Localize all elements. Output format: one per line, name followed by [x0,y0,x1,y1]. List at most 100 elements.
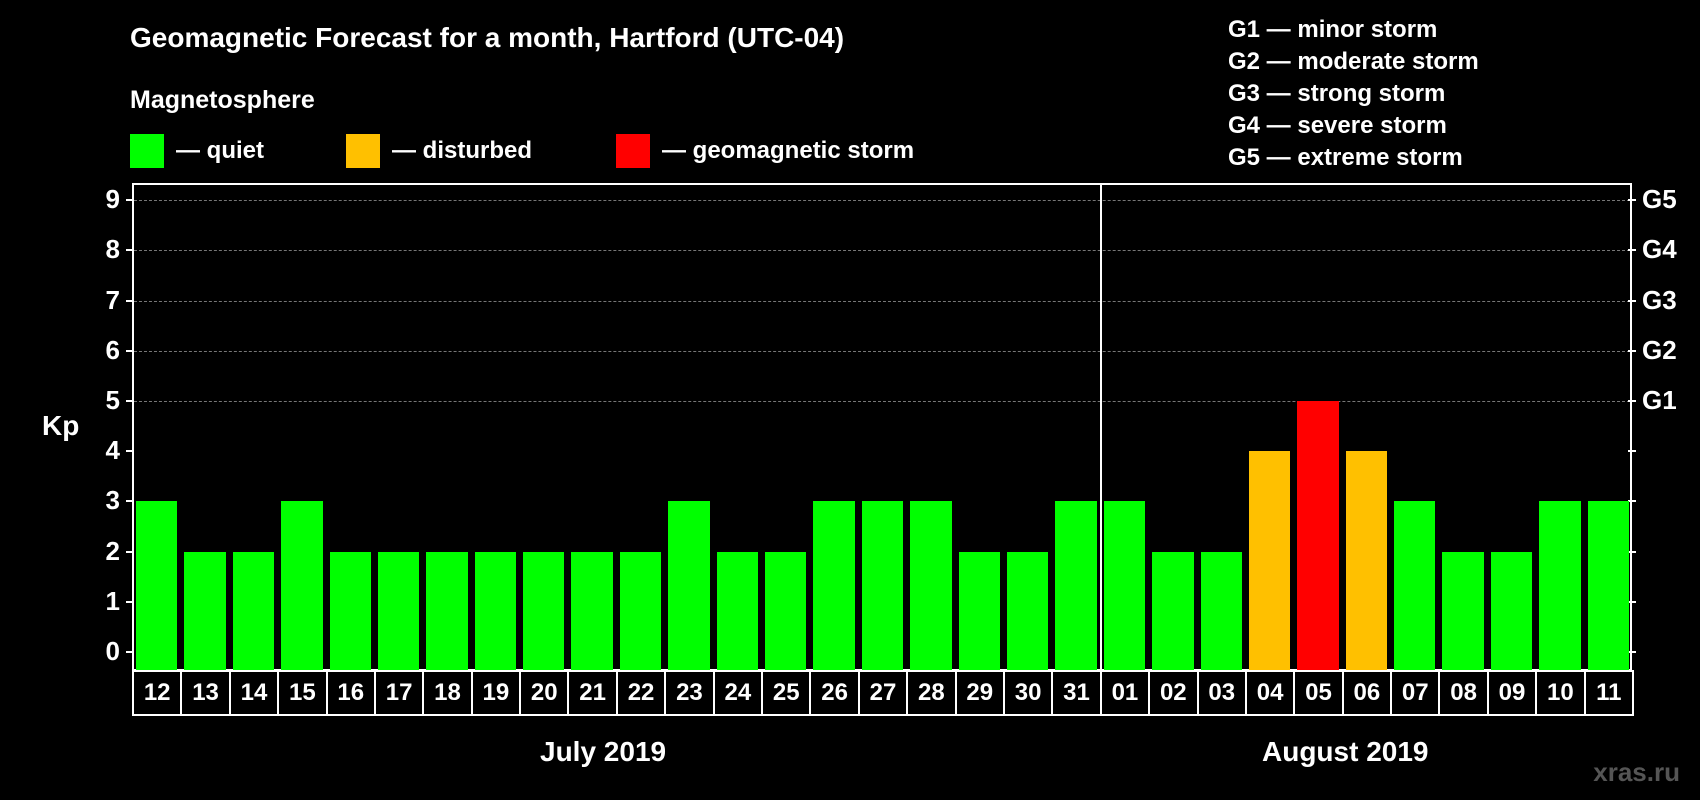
day-label: 19 [470,670,522,716]
bar [281,501,323,670]
bar [329,551,371,670]
disturbed-swatch-icon [346,134,380,168]
y-tick-mark-right [1628,651,1636,653]
g-level-label: G4 [1642,234,1677,265]
bar [1442,551,1484,670]
month-divider [1099,183,1102,671]
day-label: 28 [906,670,957,716]
legend-storm: — geomagnetic storm [616,134,914,168]
y-tick-label: 4 [105,435,120,466]
g-level-label: G1 [1642,385,1677,415]
legend-disturbed: — disturbed [346,134,532,168]
bar [571,551,613,670]
bar [619,551,662,670]
bar [1055,501,1097,670]
bar [136,501,178,670]
storm-level-legend: G1 — minor storm G2 — moderate storm G3 … [1228,14,1479,174]
y-tick-mark [126,199,134,202]
bar [1490,551,1533,670]
quiet-swatch-icon [130,134,164,168]
y-tick-mark-right [1628,550,1636,553]
day-label: 06 [1341,670,1393,716]
storm-swatch-icon [616,134,650,168]
bar [1152,551,1194,670]
y-tick-label: 2 [105,535,120,566]
day-label: 22 [615,670,667,716]
bar [910,501,952,670]
gridline [134,401,1630,402]
day-label: 11 [1583,670,1634,716]
month-label-august: August 2019 [1262,736,1429,767]
day-label: 16 [325,670,376,716]
bar [1103,501,1146,670]
y-tick-mark-right [1628,349,1636,352]
day-label: 13 [180,670,231,716]
y-tick-mark [126,600,134,603]
bar [426,551,468,670]
bar [184,551,226,670]
y-tick-mark [126,651,134,653]
day-label: 31 [1051,670,1102,716]
storm-level: G1 — minor storm [1228,16,1438,43]
y-tick-mark-right [1628,600,1636,603]
y-tick-label: 1 [105,585,120,616]
bar [668,501,710,670]
bar [716,551,759,670]
bar [523,551,565,670]
day-label: 29 [954,670,1005,716]
gridline [134,350,1630,352]
y-tick-label: 7 [105,284,120,315]
g-level-label: G3 [1642,284,1677,315]
day-label: 12 [132,670,183,716]
g-level-label: G5 [1642,184,1677,215]
storm-level: G5 — extreme storm [1228,144,1463,171]
day-label: 05 [1293,670,1344,716]
bar [958,551,1000,670]
y-tick-label: 6 [105,334,120,365]
bar [765,551,807,670]
bar [232,551,275,670]
day-label: 23 [664,670,715,716]
y-tick-mark [126,550,134,553]
month-label-july: July 2019 [540,736,667,767]
bar [1539,501,1581,670]
y-tick-mark-right [1628,199,1636,202]
day-label: 10 [1535,670,1586,716]
legend-label: — disturbed [392,137,533,164]
storm-level: G3 — strong storm [1228,80,1446,107]
bar [1394,501,1436,670]
day-label: 04 [1244,670,1296,716]
y-tick-label: 8 [105,234,120,265]
legend-label: — quiet [176,137,264,164]
day-label: 24 [712,670,764,716]
section-label: Magnetosphere [130,86,315,114]
bar [474,551,517,670]
y-tick-mark-right [1628,500,1636,503]
day-label: 03 [1196,670,1247,716]
bar [1345,451,1388,670]
day-label: 07 [1390,670,1441,716]
day-label: 18 [422,670,473,716]
day-label: 01 [1099,670,1151,716]
y-tick-mark-right [1628,299,1636,302]
bar [377,551,420,670]
day-label: 26 [809,670,860,716]
gridline [134,200,1630,202]
y-tick-label: 5 [105,385,120,415]
y-tick-mark [126,349,134,352]
bar [1587,501,1629,670]
y-tick-mark [126,400,134,402]
day-label: 27 [857,670,909,716]
y-tick-mark-right [1628,450,1636,453]
gridline [134,250,1630,252]
day-label: 17 [373,670,425,716]
y-tick-mark [126,249,134,252]
bar [1006,551,1049,670]
y-tick-mark-right [1628,249,1636,252]
storm-level: G2 — moderate storm [1228,48,1479,75]
y-tick-label: 3 [105,485,120,516]
day-label: 21 [567,670,618,716]
y-tick-label: 0 [105,636,120,666]
bar [1297,401,1339,670]
chart-title: Geomagnetic Forecast for a month, Hartfo… [130,22,845,53]
